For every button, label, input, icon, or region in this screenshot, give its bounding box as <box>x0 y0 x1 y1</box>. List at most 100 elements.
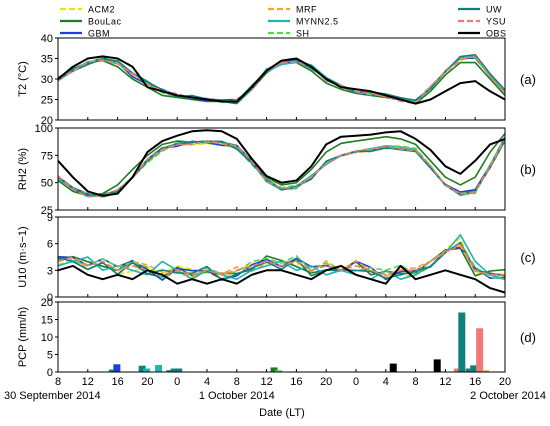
bar-uw <box>465 368 473 372</box>
panel-tag: (a) <box>520 72 536 87</box>
bar-uw <box>170 368 178 372</box>
plot-area <box>58 54 505 105</box>
legend-item-gbm: GBM <box>60 29 110 39</box>
y-axis-label: T2 (°C) <box>17 61 29 97</box>
legend-label: SH <box>296 29 310 39</box>
legend-label: BouLac <box>88 17 122 27</box>
legend-item-sh: SH <box>268 29 310 39</box>
y-tick-label: 6 <box>47 239 53 251</box>
x-axis-title: Date (LT) <box>259 407 305 419</box>
legend-label: OBS <box>486 29 507 39</box>
x-tick-label: 4 <box>204 376 210 388</box>
x-tick-label: 0 <box>353 376 359 388</box>
bar-mynn25 <box>155 365 163 372</box>
panel-tag: (c) <box>520 250 535 265</box>
y-tick-label: 20 <box>41 297 53 309</box>
series-obs <box>58 55 505 105</box>
panel-frame <box>57 301 506 373</box>
x-tick-label: 16 <box>111 376 123 388</box>
x-tick-label: 16 <box>290 376 302 388</box>
legend-item-acm2: ACM2 <box>60 5 115 15</box>
legend-label: MRF <box>296 5 317 15</box>
panel-b: 25 50 75 100 RH2 (%) (b) <box>17 123 536 217</box>
x-tick-label: 12 <box>82 376 94 388</box>
x-tick-label: 4 <box>383 376 389 388</box>
y-tick-label: 10 <box>41 332 53 344</box>
series-ysu <box>58 55 505 105</box>
x-date-label: 30 September 2014 <box>4 390 101 402</box>
x-tick-label: 8 <box>413 376 419 388</box>
legend-item-boulac: BouLac <box>60 17 122 27</box>
series-boulac <box>58 132 505 197</box>
y-tick-label: 35 <box>41 54 53 66</box>
y-tick-label: 15 <box>41 315 53 327</box>
panel-tag: (d) <box>520 330 536 345</box>
series-sh <box>58 137 505 198</box>
y-axis-label: RH2 (%) <box>17 148 29 190</box>
x-tick-label: 0 <box>174 376 180 388</box>
panel-a: 20 25 30 35 40 T2 (°C) (a) <box>17 33 536 127</box>
x-tick-label: 16 <box>469 376 481 388</box>
bar-uw <box>458 312 466 372</box>
bar-uw <box>138 365 146 372</box>
legend-item-ysu: YSU <box>458 17 506 27</box>
bar-sh <box>275 370 283 372</box>
bar-boulac <box>270 367 278 372</box>
y-axis-label: PCP (mm/h) <box>17 307 29 367</box>
bar-uw <box>470 365 478 372</box>
legend-label: ACM2 <box>88 5 115 15</box>
y-tick-label: 30 <box>41 74 53 86</box>
legend-item-obs: OBS <box>458 29 507 39</box>
panel-tag: (b) <box>520 162 536 177</box>
series-obs <box>58 129 505 197</box>
x-tick-label: 20 <box>499 376 511 388</box>
legend-label: UW <box>486 5 502 15</box>
panel-frame <box>57 216 506 298</box>
y-tick-label: 40 <box>41 33 53 45</box>
y-tick-label: 50 <box>41 178 53 190</box>
panel-c: 0 3 6 9 U10 (m·s−1) (c) <box>17 212 536 304</box>
x-axis: 8 12 16 20 0 4 8 12 16 20 0 4 8 12 16 20 30 September 20… <box>4 376 546 402</box>
bar-ysu <box>476 328 484 372</box>
panel-d: 0 5 10 15 20 PCP (mm/h) (d) <box>17 297 536 379</box>
legend-label: YSU <box>486 17 506 27</box>
x-tick-label: 20 <box>141 376 153 388</box>
y-tick-label: 25 <box>41 205 53 217</box>
legend-item-mrf: MRF <box>268 5 317 15</box>
x-tick-label: 8 <box>55 376 61 388</box>
bar-obs <box>433 359 441 372</box>
bar-uw <box>166 370 174 372</box>
y-tick-label: 0 <box>47 367 53 379</box>
y-tick-label: 3 <box>47 265 53 277</box>
x-date-label: 1 October 2014 <box>199 390 275 402</box>
series-ysu <box>58 242 505 276</box>
y-tick-label: 9 <box>47 212 53 224</box>
plot-area <box>58 129 505 198</box>
series-obs <box>58 264 505 294</box>
x-tick-label: 8 <box>234 376 240 388</box>
bar-uw <box>175 368 183 372</box>
x-tick-label: 12 <box>439 376 451 388</box>
y-axis-label: U10 (m·s−1) <box>17 226 29 287</box>
y-tick-label: 100 <box>35 123 53 135</box>
legend-item-uw: UW <box>458 5 502 15</box>
series-mrf <box>58 245 505 278</box>
bar-ysu <box>453 368 461 372</box>
legend-item-mynn25: MYNN2.5 <box>268 17 339 27</box>
plot-area <box>108 312 490 372</box>
x-tick-label: 12 <box>260 376 272 388</box>
y-tick-label: 5 <box>47 350 53 362</box>
legend-label: GBM <box>88 29 110 39</box>
bar-obs <box>389 363 397 372</box>
bar-mynn25 <box>143 368 151 372</box>
plot-area <box>58 234 505 294</box>
legend: ACM2 BouLac GBM MRF MYNN2.5 SH UW YSU OBS <box>60 5 507 39</box>
bar-uw <box>108 369 116 372</box>
legend-label: MYNN2.5 <box>296 17 339 27</box>
y-tick-label: 20 <box>41 115 53 127</box>
y-tick-label: 25 <box>41 95 53 107</box>
panel-frame <box>57 37 506 121</box>
bar-gbm <box>113 364 121 372</box>
